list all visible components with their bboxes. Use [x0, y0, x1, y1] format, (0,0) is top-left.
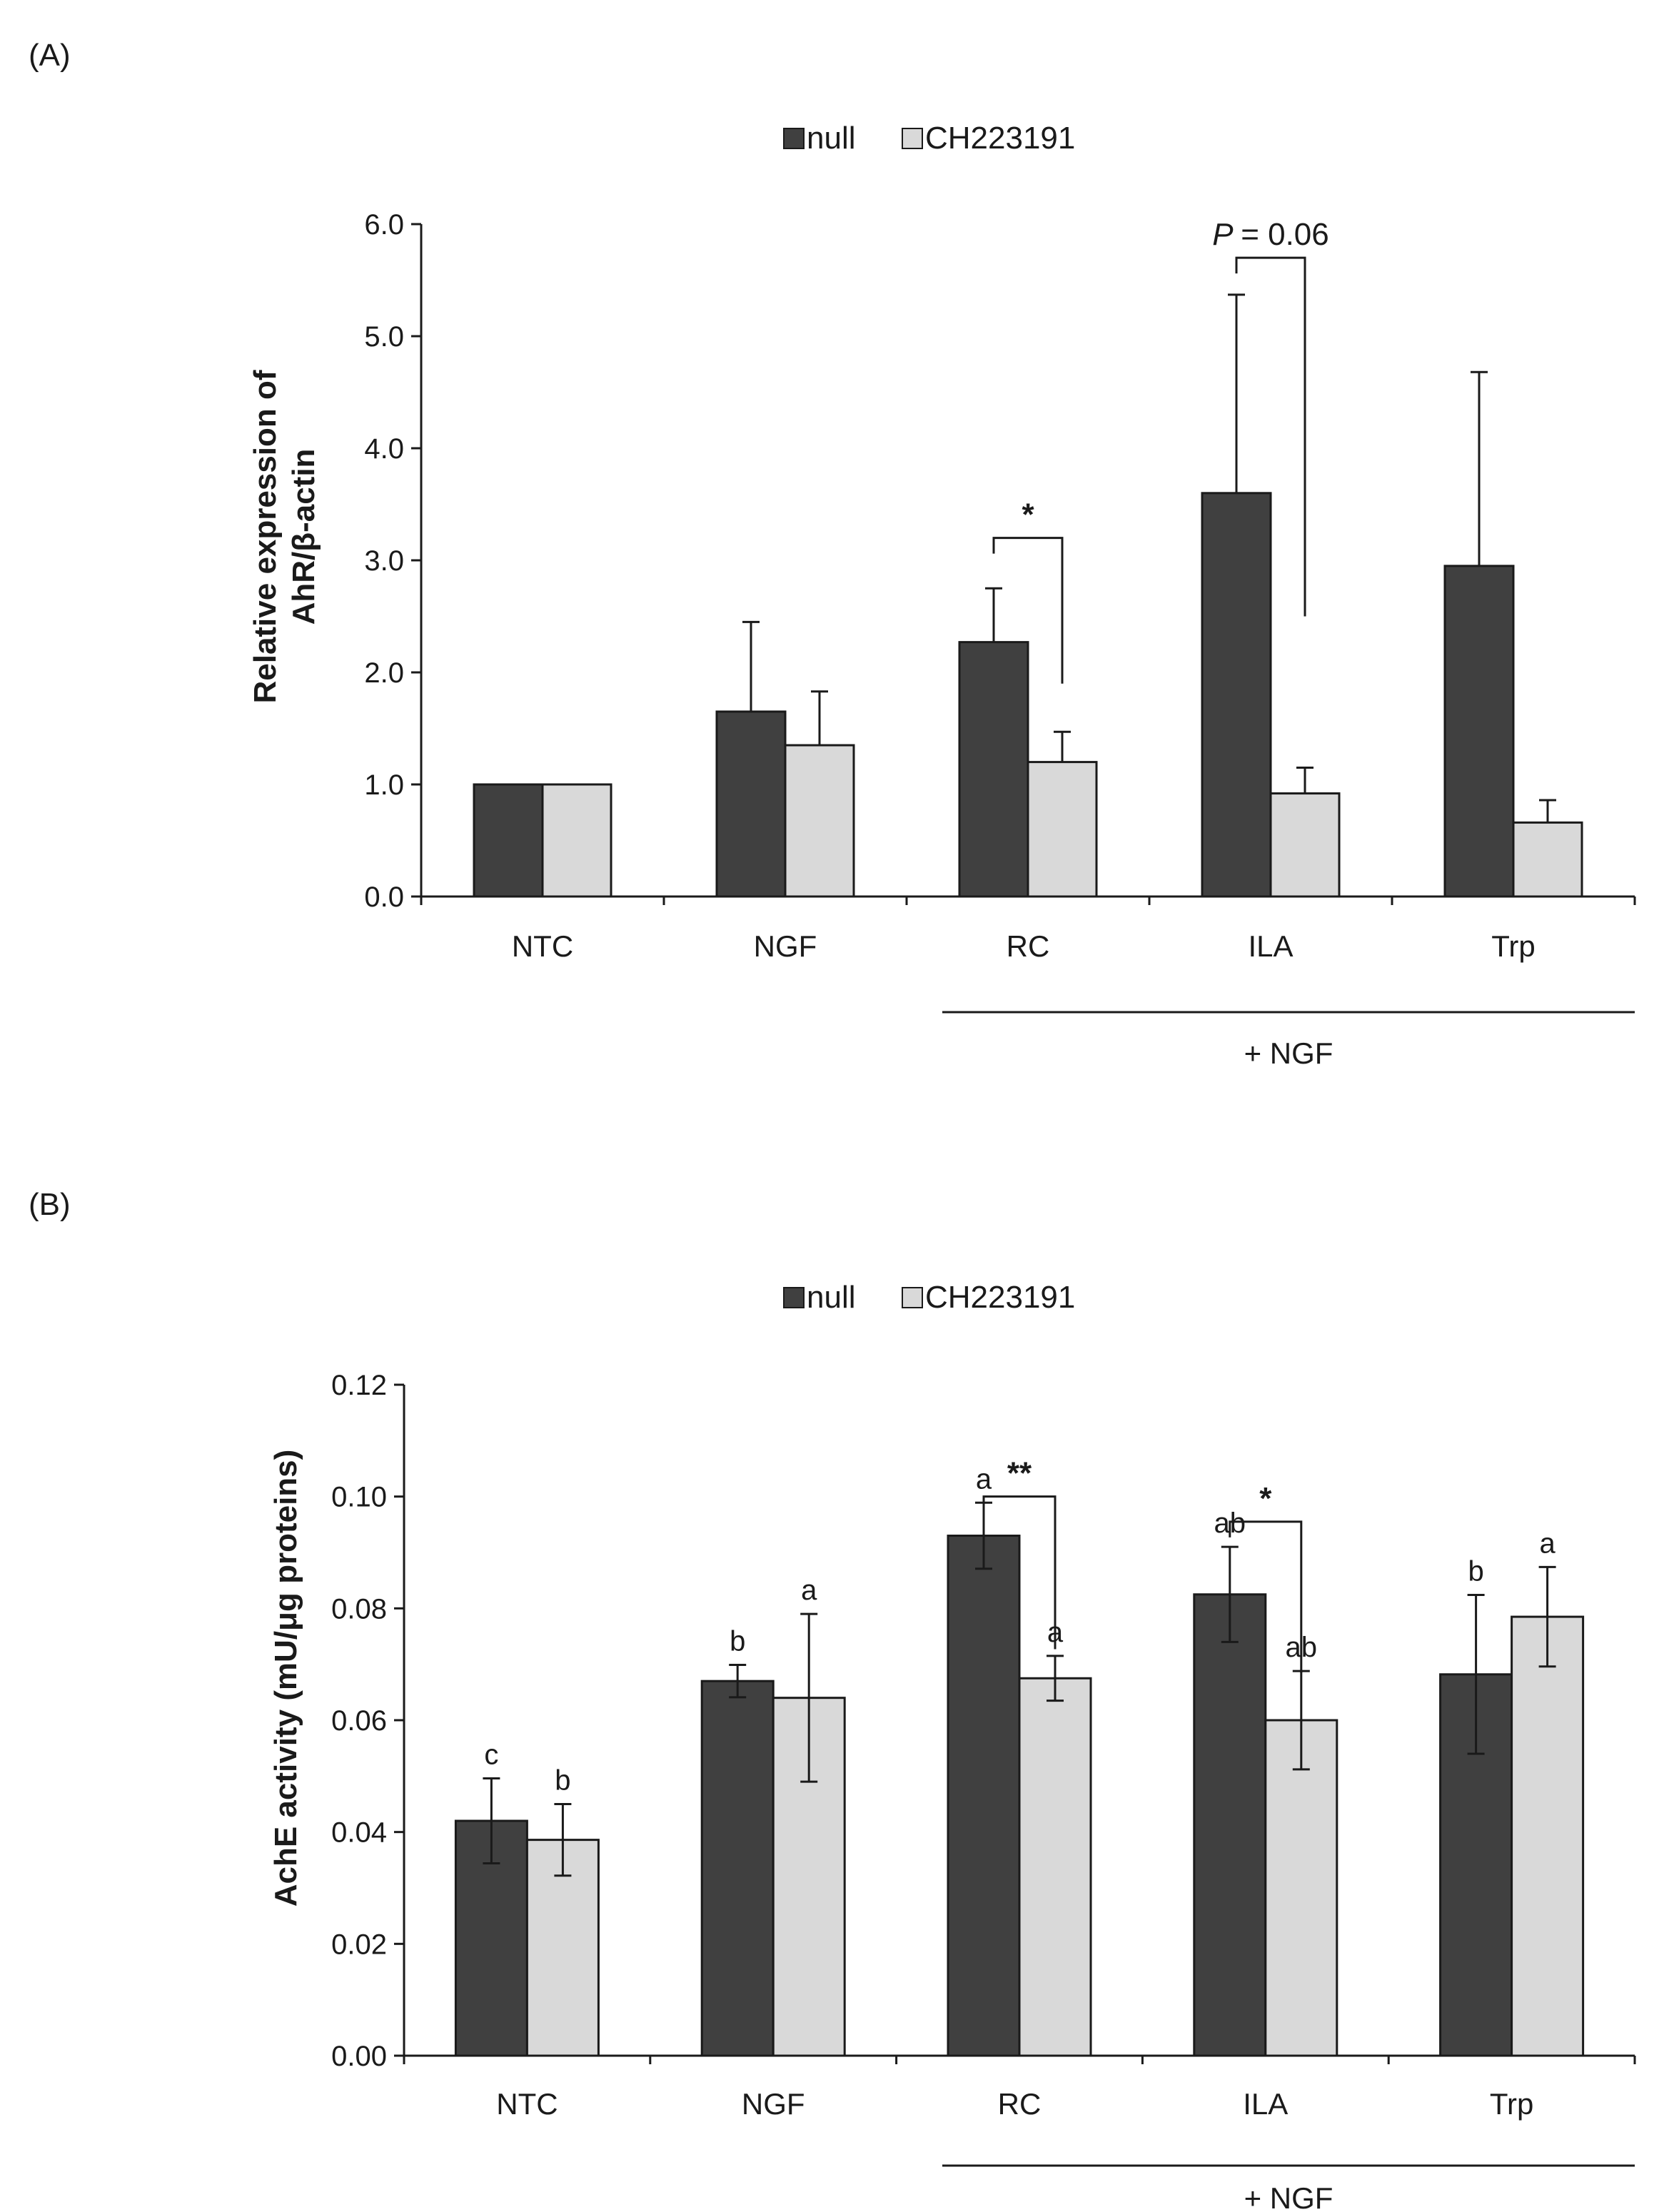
- significance-letter: a: [801, 1575, 817, 1606]
- y-tick-label: 2.0: [364, 657, 404, 689]
- bar-ch223191-trp: [1511, 1615, 1585, 2057]
- bar-ch223191-ngf: [784, 744, 855, 898]
- comparison-bracket: [992, 537, 1064, 684]
- chart-panel-b: (B) null CH223191 AchE activity (mU/μg p…: [29, 1187, 1636, 2212]
- legend-b: null CH223191: [783, 1280, 1075, 1315]
- legend-label-null: null: [807, 121, 856, 156]
- bar-null-rc: [947, 1535, 1021, 2057]
- y-tick-label: 0.0: [364, 882, 404, 913]
- comparison-label: *: [1022, 498, 1034, 532]
- y-tick-label: 3.0: [364, 545, 404, 577]
- bar-null-ila: [1201, 492, 1272, 898]
- x-tick-label-ngf: NGF: [754, 929, 817, 963]
- y-tick-label: 0.02: [331, 1929, 387, 1960]
- y-tick-label: 0.06: [331, 1705, 387, 1737]
- legend-a: null CH223191: [783, 121, 1075, 156]
- y-axis-title-a-line1: Relative expression of: [248, 370, 283, 703]
- bar-null-ngf: [715, 710, 787, 898]
- panel-label-a: (A): [29, 38, 71, 73]
- significance-letter: a: [976, 1463, 992, 1495]
- x-tick-label-trp: Trp: [1490, 2087, 1533, 2121]
- y-tick-label: 0.08: [331, 1593, 387, 1625]
- bar-ch223191-rc: [1018, 1677, 1092, 2057]
- y-tick-label: 0.12: [331, 1370, 387, 1401]
- significance-letter: b: [730, 1625, 745, 1657]
- legend-label-null: null: [807, 1280, 856, 1315]
- legend-label-ch223191: CH223191: [925, 1280, 1075, 1315]
- legend-swatch-null: [783, 1287, 805, 1308]
- y-tick-label: 1.0: [364, 769, 404, 801]
- comparison-bracket: [1229, 1520, 1303, 1673]
- chart-panel-a: (A) null CH223191 Relative expression of…: [29, 38, 1636, 1070]
- y-tick-label: 0.00: [331, 2041, 387, 2072]
- bar-null-ngf: [700, 1680, 775, 2057]
- comparison-bracket: [982, 1495, 1057, 1650]
- legend-swatch-ch223191: [902, 1287, 923, 1308]
- bar-ch223191-rc: [1027, 761, 1098, 898]
- comparison-bracket: [1235, 256, 1306, 617]
- group-label: + NGF: [1244, 2181, 1333, 2212]
- y-tick-label: 5.0: [364, 321, 404, 353]
- comparison-label: *: [1259, 1481, 1272, 1516]
- plot-area-b: 0.00 0.02 0.04 0.06 0.08 0.10 0.12 c b NTC b a NGF a a…: [331, 1370, 1636, 2212]
- bar-null-rc: [958, 641, 1029, 898]
- legend-label-ch223191: CH223191: [925, 121, 1075, 156]
- y-tick-label: 0.10: [331, 1482, 387, 1513]
- bar-null-ila: [1193, 1593, 1267, 2057]
- bar-null-ntc: [473, 783, 544, 898]
- panel-label-b: (B): [29, 1187, 71, 1222]
- y-tick-label: 0.04: [331, 1817, 387, 1849]
- x-tick-label-rc: RC: [1007, 929, 1050, 963]
- bar-ch223191-ila: [1264, 1719, 1338, 2057]
- significance-letter: a: [1539, 1527, 1556, 1559]
- legend-swatch-ch223191: [902, 128, 923, 149]
- significance-letter: b: [1468, 1556, 1483, 1587]
- x-tick-label-ntc: NTC: [512, 929, 573, 963]
- legend-swatch-null: [783, 128, 805, 149]
- significance-letter: c: [484, 1739, 498, 1770]
- significance-letter: b: [555, 1765, 570, 1797]
- x-tick-label-rc: RC: [998, 2087, 1042, 2121]
- x-tick-label-ila: ILA: [1248, 929, 1293, 963]
- comparison-label: **: [1007, 1456, 1032, 1491]
- y-axis-title-b: AchE activity (mU/μg proteins): [268, 1450, 303, 1907]
- y-axis-title-a-line2: AhR/β-actin: [286, 449, 321, 625]
- y-tick-label: 6.0: [364, 209, 404, 241]
- group-label: + NGF: [1244, 1036, 1333, 1070]
- y-tick-label: 4.0: [364, 433, 404, 465]
- x-tick-label-ngf: NGF: [742, 2087, 805, 2121]
- x-tick-label-trp: Trp: [1491, 929, 1535, 963]
- plot-area-a: 0.0 1.0 2.0 3.0 4.0 5.0 6.0 NTC NGF RC ILA Trp * P = …: [364, 209, 1636, 1070]
- bar-ch223191-ntc: [541, 783, 612, 898]
- x-tick-label-ntc: NTC: [496, 2087, 558, 2121]
- bar-ch223191-ila: [1269, 792, 1341, 898]
- comparison-label: P = 0.06: [1212, 217, 1329, 252]
- x-tick-label-ila: ILA: [1243, 2087, 1288, 2121]
- bar-null-trp: [1443, 565, 1515, 898]
- bar-ch223191-trp: [1512, 821, 1583, 898]
